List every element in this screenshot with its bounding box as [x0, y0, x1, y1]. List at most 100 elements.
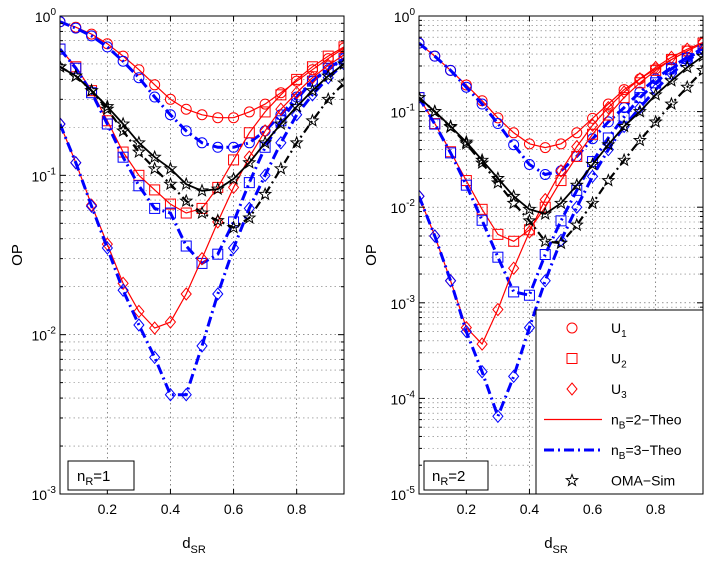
legend-label: OMA−Sim [611, 473, 675, 489]
point-oma-nb2 [194, 183, 210, 197]
point-u2-nb2 [291, 73, 303, 85]
point-oma-nb3 [273, 161, 288, 175]
point-oma-nb3 [68, 68, 83, 83]
point-u3-nb3 [429, 229, 441, 243]
x-tick-label: 0.4 [520, 501, 540, 517]
series-group-left [60, 16, 344, 402]
point-oma-nb2 [601, 137, 616, 151]
point-u3-nb3 [243, 201, 255, 216]
point-oma-nb3 [179, 193, 194, 208]
x-tick-label: 0.8 [646, 501, 666, 517]
point-u3-nb2 [571, 139, 583, 154]
point-u1-nb3 [164, 109, 176, 121]
point-u1-nb3 [492, 118, 504, 130]
point-u2-nb2 [322, 50, 334, 62]
grid-left [60, 15, 344, 495]
legend-entry-2: U2 [566, 351, 627, 371]
point-u3-nb3 [492, 409, 504, 424]
point-u3-nb3 [70, 155, 82, 170]
point-u2-nb3 [697, 43, 703, 55]
panel-right: 0.2 0.4 0.6 0.8 10-5 10-4 10-3 10-2 10-1 100 OP d… [363, 7, 704, 556]
point-u3-nb3 [212, 287, 224, 301]
y-tick-label: 10-1 [32, 166, 57, 184]
series-group-right [419, 35, 703, 424]
point-oma-nb2 [116, 116, 131, 131]
ticks-right: 0.2 0.4 0.6 0.8 10-5 10-4 10-3 10-2 10-1 100 [391, 7, 703, 517]
point-oma-nb3 [305, 113, 320, 127]
point-u2-nb3 [523, 289, 535, 301]
point-oma-nb3 [321, 91, 336, 106]
x-tick-label: 0.6 [224, 501, 244, 517]
point-u1-nb2 [243, 106, 255, 118]
point-u2-nb3 [419, 92, 425, 104]
point-u2-nb3 [445, 147, 457, 159]
point-u3-nb2 [85, 198, 98, 212]
point-u1-nb2 [602, 98, 614, 110]
x-tick-label: 0.8 [287, 501, 307, 517]
point-u2-nb2 [259, 106, 271, 118]
point-u1-nb3 [101, 41, 113, 53]
axes-frame-left [59, 15, 345, 495]
point-oma-nb3 [695, 62, 703, 77]
point-oma-nb3 [680, 79, 695, 94]
point-u3-nb2 [164, 315, 177, 329]
point-u2-nb3 [634, 92, 646, 104]
point-oma-nb2 [538, 206, 553, 220]
point-oma-nb3 [147, 161, 162, 175]
point-u1-nb2 [508, 127, 520, 139]
point-u3-nb2 [338, 48, 344, 62]
point-u3-nb2 [291, 85, 303, 100]
point-u1-nb3 [228, 141, 240, 153]
point-u2-nb3 [291, 93, 303, 105]
point-u2-nb3 [508, 286, 520, 298]
point-oma-nb2 [305, 83, 320, 97]
point-u3-nb2 [618, 85, 630, 99]
point-oma-nb3 [242, 210, 257, 224]
series-line-u3-nb2 [419, 41, 703, 346]
point-u3-nb3 [508, 369, 520, 384]
point-u2-nb2 [665, 54, 677, 66]
panel-left: 0.2 0.4 0.6 0.8 10-3 10-2 10-1 100 OP dSR nR=1 [9, 7, 345, 556]
point-u2-nb2 [180, 207, 192, 219]
y-tick-label: 100 [394, 7, 416, 25]
y-tick-label: 10-3 [391, 294, 416, 312]
point-oma-nb2 [648, 87, 663, 101]
point-oma-nb3 [490, 175, 505, 189]
point-u3-nb3 [665, 66, 678, 81]
point-oma-nb3 [131, 144, 146, 159]
point-u2-nb3 [133, 180, 145, 192]
point-u1-nb3 [445, 64, 457, 76]
point-u3-nb2 [602, 100, 614, 115]
point-oma-nb3 [506, 195, 521, 210]
point-u1-nb2 [164, 93, 176, 105]
point-oma-nb3 [194, 205, 210, 220]
series-line-oma-nb2 [60, 63, 344, 192]
y-tick-label: 10-2 [391, 198, 416, 216]
point-u2-nb2 [275, 89, 287, 101]
point-oma-nb2 [680, 59, 695, 74]
point-u2-nb3 [117, 151, 129, 163]
point-u3-nb3 [164, 387, 177, 402]
series-line-u1-nb2 [60, 21, 344, 119]
point-oma-nb3 [116, 123, 131, 137]
point-u2-nb3 [86, 87, 98, 99]
legend: U1 U2 U3 nB=2−Theo nB=3−Theo OMA−Sim [535, 309, 704, 495]
point-oma-nb2 [617, 118, 632, 133]
point-u1-nb3 [460, 81, 472, 93]
legend-entry-5: nB=3−Theo [544, 442, 682, 462]
point-u1-nb3 [180, 125, 192, 137]
point-u3-nb2 [586, 118, 599, 133]
point-u2-nb2 [508, 235, 520, 247]
y-tick-label: 10-4 [391, 389, 416, 407]
point-oma-nb2 [695, 48, 703, 63]
point-u3-nb3 [697, 43, 703, 57]
point-oma-nb2 [443, 118, 458, 133]
point-u3-nb2 [476, 337, 488, 351]
point-u2-nb2 [587, 128, 599, 140]
point-oma-nb3 [163, 176, 178, 191]
point-oma-nb2 [258, 135, 273, 149]
point-oma-nb3 [443, 119, 458, 134]
point-u1-nb3 [539, 168, 551, 180]
point-u2-nb3 [164, 207, 176, 219]
point-oma-nb2 [553, 195, 569, 210]
